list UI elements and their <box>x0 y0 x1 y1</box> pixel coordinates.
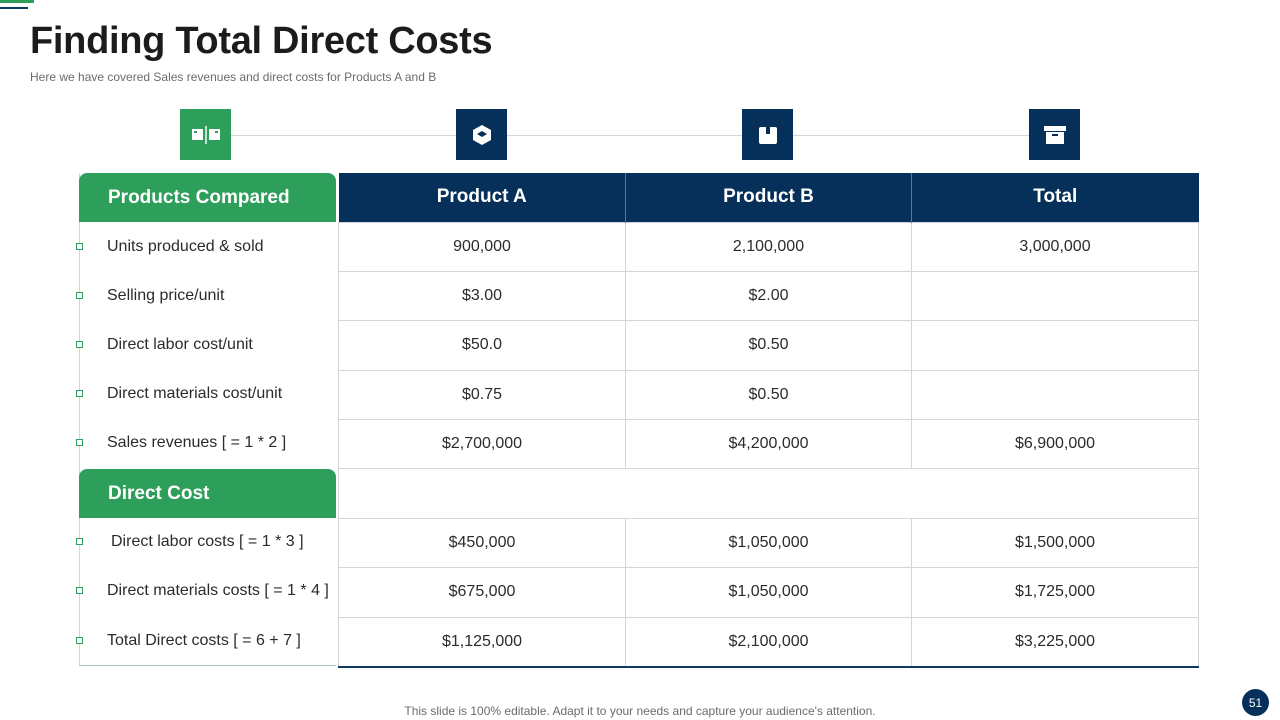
bullet-square-icon <box>76 390 83 397</box>
slide-subtitle: Here we have covered Sales revenues and … <box>30 70 437 84</box>
cell-product-a: $675,000 <box>338 567 626 618</box>
page-number-badge: 51 <box>1242 689 1269 716</box>
row-label-sales-revenues: Sales revenues [ = 1 * 2 ] <box>76 418 336 467</box>
bullet-square-icon <box>76 587 83 594</box>
table-row: 900,000 2,100,000 3,000,000 <box>338 221 1199 272</box>
row-label-text: Direct labor costs [ = 1 * 3 ] <box>111 532 304 550</box>
cube-icon <box>456 109 507 160</box>
row-label-labor-cost-unit: Direct labor cost/unit <box>76 320 336 369</box>
row-label-text: Sales revenues [ = 1 * 2 ] <box>107 433 287 451</box>
table-row: $50.0 $0.50 <box>338 320 1199 371</box>
archive-box-icon <box>1029 109 1080 160</box>
cell-total <box>911 320 1199 371</box>
table-row: $2,700,000 $4,200,000 $6,900,000 <box>338 419 1199 470</box>
cell-product-a: $450,000 <box>338 517 626 569</box>
direct-cost-header: Direct Cost <box>79 469 336 518</box>
products-compared-column <box>79 173 336 666</box>
slide-title: Finding Total Direct Costs <box>30 20 493 62</box>
cell-product-a: 900,000 <box>338 221 626 272</box>
row-label-text: Direct materials costs [ = 1 * 4 ] <box>107 581 329 599</box>
cost-comparison-table: Product A Product B Total 900,000 2,100,… <box>338 173 1199 668</box>
bullet-square-icon <box>76 538 83 545</box>
cell-product-a: $50.0 <box>338 320 626 371</box>
cell-total: $6,900,000 <box>911 419 1199 470</box>
table-row: $1,125,000 $2,100,000 $3,225,000 <box>338 616 1199 668</box>
bullet-square-icon <box>76 637 83 644</box>
row-label-text: Units produced & sold <box>107 237 264 255</box>
cell-total: $1,500,000 <box>911 517 1199 569</box>
header-product-b: Product B <box>625 173 912 222</box>
table-header-row: Product A Product B Total <box>338 173 1199 222</box>
header-total: Total <box>911 173 1199 222</box>
bullet-square-icon <box>76 439 83 446</box>
cell-total: $3,225,000 <box>911 616 1199 668</box>
row-label-direct-labor-costs: Direct labor costs [ = 1 * 3 ] <box>76 517 336 566</box>
cell-total <box>911 369 1199 421</box>
row-label-text: Direct materials cost/unit <box>107 384 283 402</box>
table-row: $0.75 $0.50 <box>338 369 1199 421</box>
cell-product-b: $2,100,000 <box>625 616 912 668</box>
corner-accent-line <box>0 7 28 9</box>
bullet-square-icon <box>76 341 83 348</box>
table-row: $675,000 $1,050,000 $1,725,000 <box>338 567 1199 618</box>
row-label-units: Units produced & sold <box>76 222 336 271</box>
cell-product-b: $2.00 <box>625 270 912 322</box>
cell-product-b: $4,200,000 <box>625 419 912 470</box>
section-divider-row <box>338 468 1199 519</box>
row-label-direct-materials-costs: Direct materials costs [ = 1 * 4 ] <box>76 566 336 615</box>
cell-product-b: $0.50 <box>625 320 912 371</box>
corner-accent-bar <box>0 0 34 3</box>
cell-product-b: $0.50 <box>625 369 912 421</box>
section-divider-cell <box>338 468 1199 519</box>
row-label-text: Direct labor cost/unit <box>107 335 253 353</box>
cell-total: 3,000,000 <box>911 221 1199 272</box>
package-icon <box>742 109 793 160</box>
cell-product-b: 2,100,000 <box>625 221 912 272</box>
table-row: $3.00 $2.00 <box>338 270 1199 322</box>
bullet-square-icon <box>76 292 83 299</box>
cell-total <box>911 270 1199 322</box>
compare-icon <box>180 109 231 160</box>
cell-product-a: $0.75 <box>338 369 626 421</box>
icon-connector-line <box>205 135 1055 136</box>
bullet-square-icon <box>76 243 83 250</box>
slide-footer-note: This slide is 100% editable. Adapt it to… <box>404 704 876 718</box>
row-label-selling-price: Selling price/unit <box>76 271 336 320</box>
row-label-text: Selling price/unit <box>107 286 225 304</box>
cell-product-a: $2,700,000 <box>338 419 626 470</box>
table-row: $450,000 $1,050,000 $1,500,000 <box>338 517 1199 569</box>
cell-product-a: $1,125,000 <box>338 616 626 668</box>
cell-product-b: $1,050,000 <box>625 567 912 618</box>
cell-product-a: $3.00 <box>338 270 626 322</box>
cell-product-b: $1,050,000 <box>625 517 912 569</box>
row-label-text: Total Direct costs [ = 6 + 7 ] <box>107 631 301 649</box>
cell-total: $1,725,000 <box>911 567 1199 618</box>
products-compared-header: Products Compared <box>79 173 336 222</box>
row-label-total-direct-costs: Total Direct costs [ = 6 + 7 ] <box>76 616 336 665</box>
row-label-materials-cost-unit: Direct materials cost/unit <box>76 369 336 418</box>
header-product-a: Product A <box>338 173 626 222</box>
